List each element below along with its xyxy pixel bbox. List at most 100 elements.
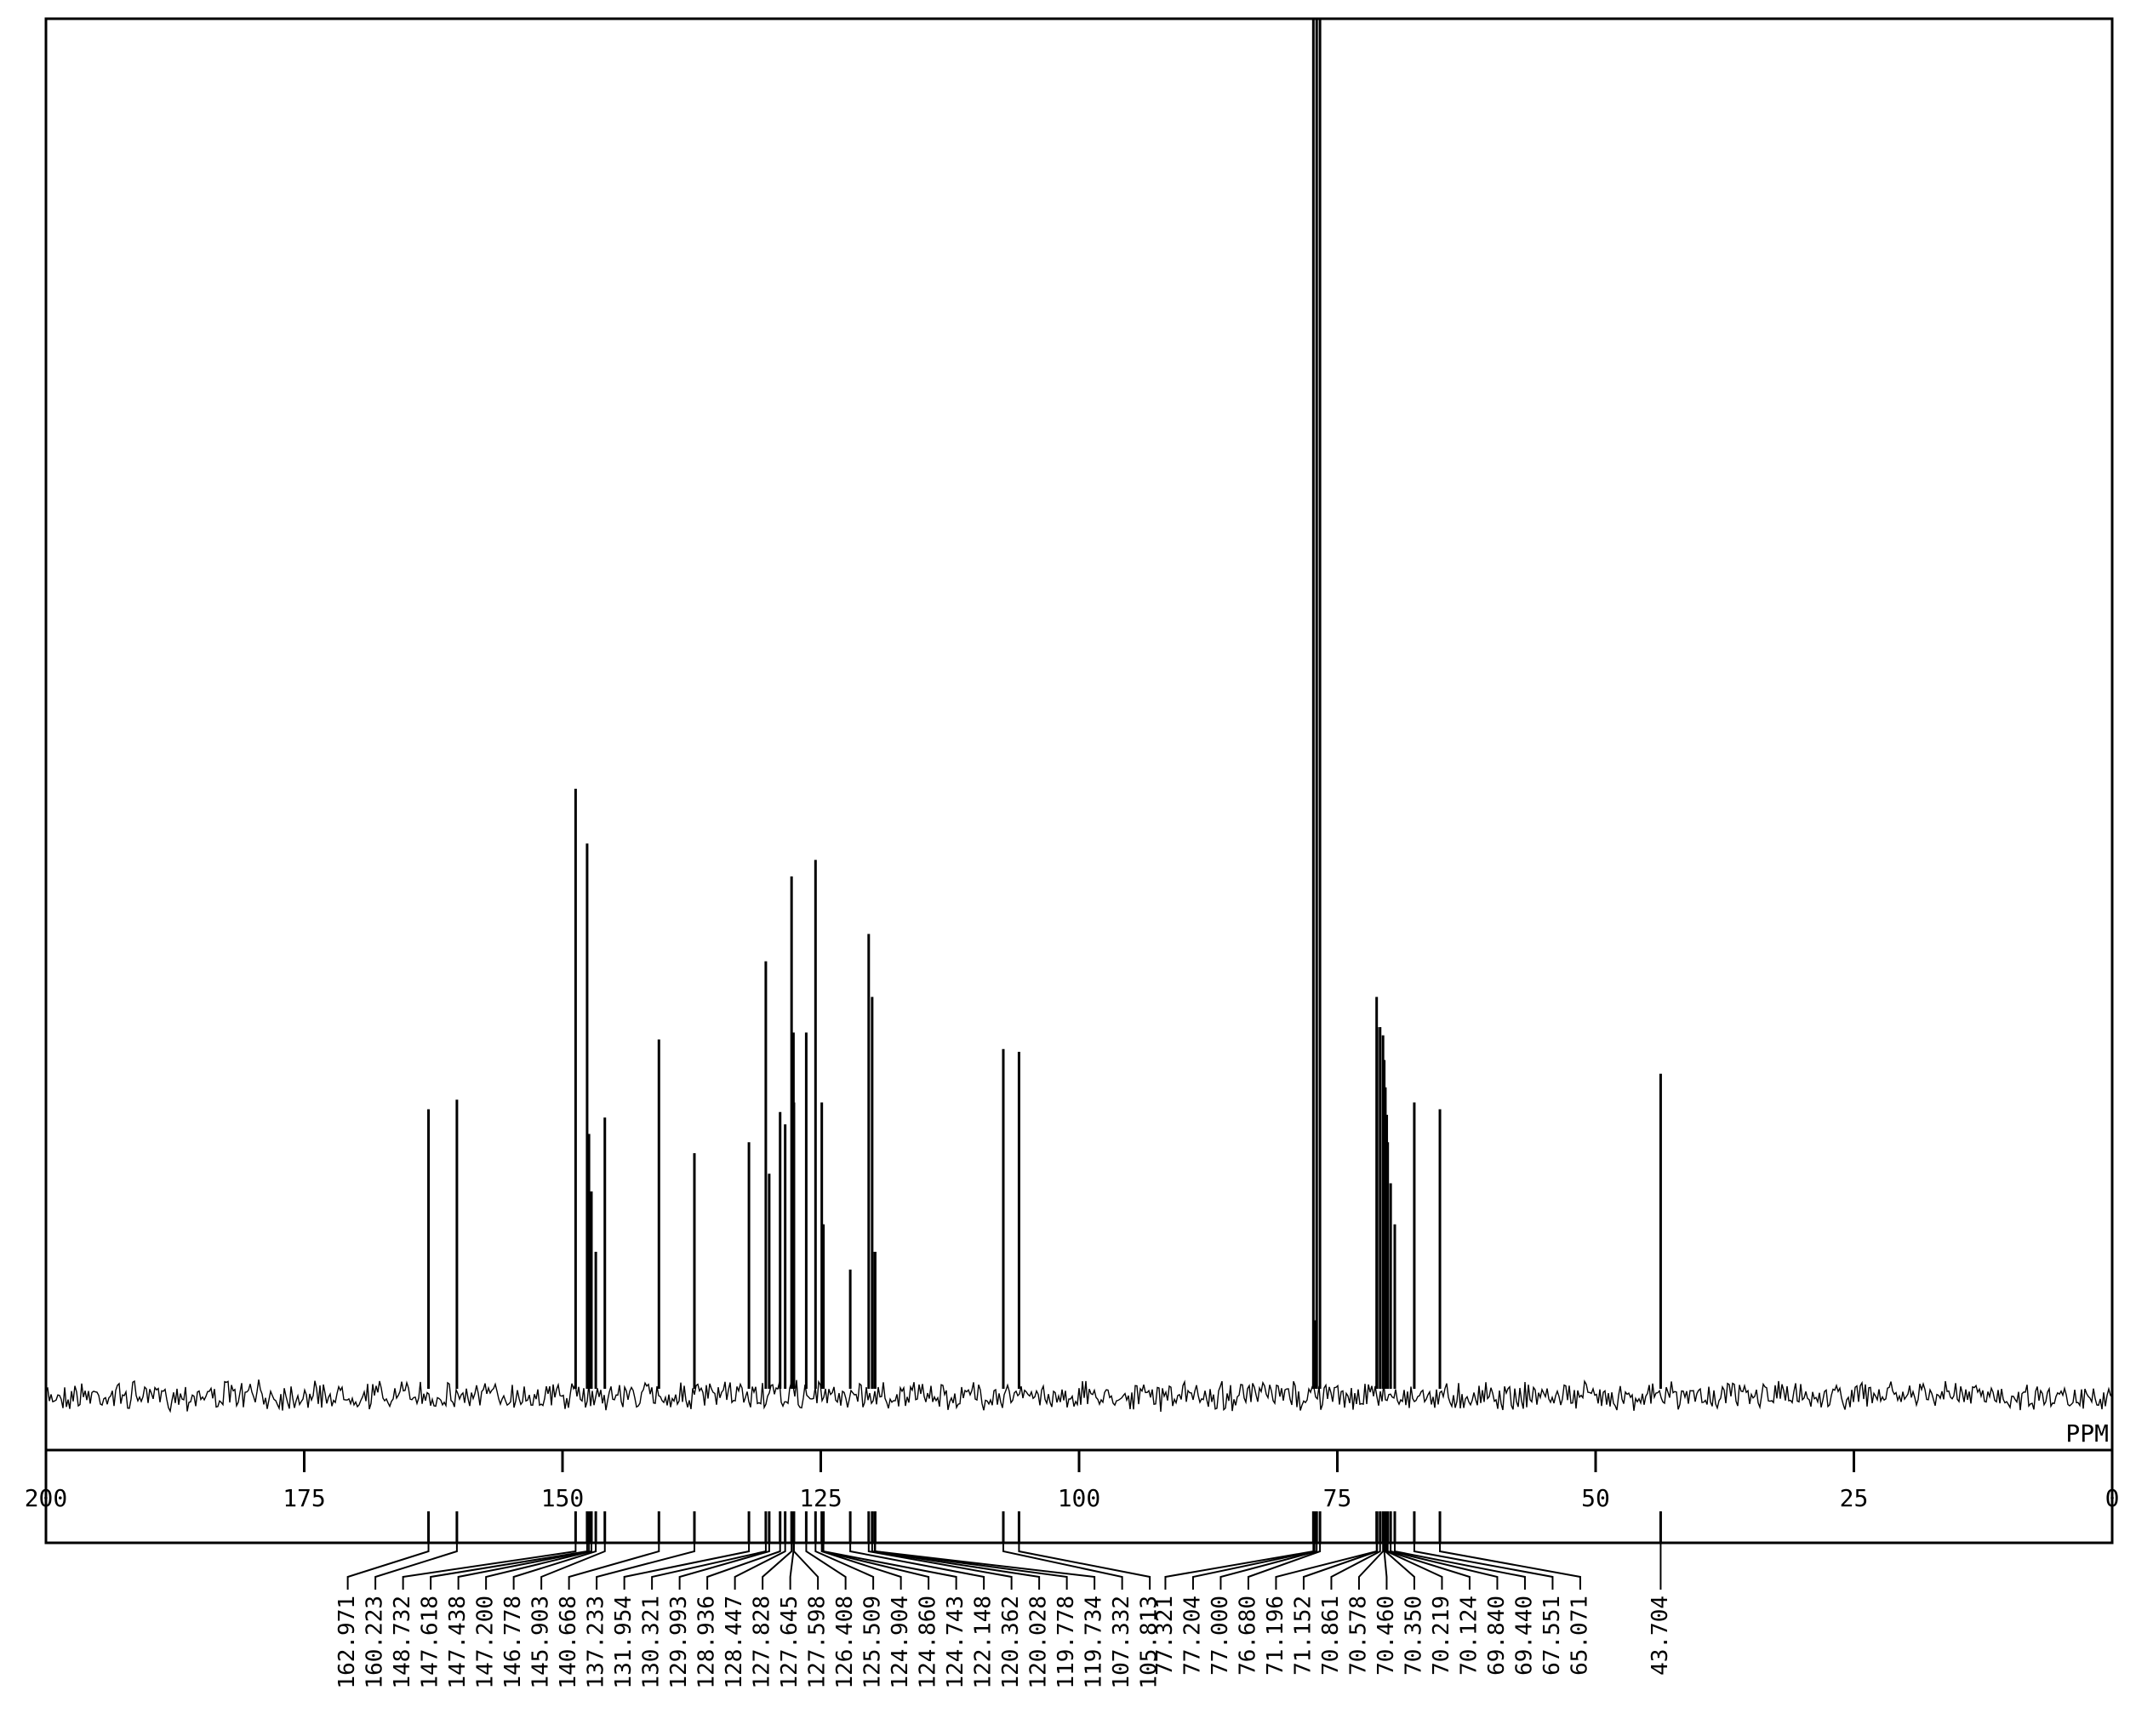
label-connector: [867, 1543, 1013, 1590]
peak-label: 148.732: [390, 1596, 415, 1689]
label-connector: [1413, 1543, 1554, 1590]
x-tick-label: 150: [541, 1484, 585, 1512]
peak-label: 137.233: [584, 1596, 609, 1689]
label-connector: [814, 1543, 875, 1590]
peak-label: 124.743: [943, 1596, 968, 1689]
peak-label: 127.828: [750, 1596, 775, 1689]
peak-label: 145.903: [528, 1596, 554, 1689]
label-connector: [792, 1543, 820, 1590]
peak-label: 70.219: [1429, 1596, 1454, 1676]
label-connector: [1018, 1543, 1151, 1590]
label-connector: [822, 1543, 957, 1590]
x-tick-label: 200: [25, 1484, 68, 1512]
peak-label: 147.618: [418, 1596, 443, 1689]
peak-label: 140.668: [556, 1596, 581, 1689]
peak-label: 70.578: [1345, 1596, 1371, 1676]
label-connector: [346, 1543, 430, 1590]
x-tick-label: 100: [1058, 1484, 1101, 1512]
label-connector: [623, 1543, 751, 1590]
label-connector: [871, 1543, 1041, 1590]
label-connector: [540, 1543, 606, 1590]
label-connector: [651, 1543, 767, 1590]
peak-label: 127.645: [777, 1596, 802, 1689]
peak-label: 77.321: [1152, 1596, 1178, 1676]
x-tick-label: 75: [1323, 1484, 1352, 1512]
label-connector: [706, 1543, 781, 1590]
peak-label: 119.734: [1082, 1596, 1107, 1689]
peak-label: 124.860: [916, 1596, 941, 1689]
label-connector: [820, 1543, 902, 1590]
peak-label: 131.954: [611, 1596, 637, 1689]
label-connector: [402, 1543, 577, 1590]
label-connector: [805, 1543, 847, 1590]
label-connector: [821, 1543, 930, 1590]
label-connector: [374, 1543, 458, 1590]
label-connector: [1439, 1543, 1581, 1590]
peak-label: 128.447: [722, 1596, 747, 1689]
peak-label: 130.321: [639, 1596, 665, 1689]
peak-label: 124.904: [888, 1596, 913, 1689]
peak-label: 125.509: [860, 1596, 886, 1689]
peak-label: 71.152: [1290, 1596, 1316, 1676]
peak-label: 107.332: [1109, 1596, 1134, 1689]
peak-label: 126.408: [832, 1596, 858, 1689]
label-connector: [1385, 1543, 1443, 1590]
peak-label: 67.551: [1539, 1596, 1565, 1676]
label-connector: [1383, 1543, 1388, 1590]
peak-label: 65.071: [1567, 1596, 1592, 1676]
label-connector: [596, 1543, 695, 1590]
peak-label: 70.350: [1401, 1596, 1426, 1676]
x-tick-label: 175: [283, 1484, 326, 1512]
label-connector: [1164, 1543, 1315, 1590]
peak-label: 70.460: [1374, 1596, 1399, 1676]
peak-label: 128.936: [694, 1596, 720, 1689]
label-connector: [512, 1543, 597, 1590]
peak-label: 77.000: [1208, 1596, 1233, 1676]
peak-label: 160.223: [363, 1596, 388, 1689]
label-connector: [1386, 1543, 1471, 1590]
label-connector: [1390, 1543, 1499, 1590]
peak-label: 70.124: [1456, 1596, 1482, 1676]
peak-label: 77.204: [1179, 1596, 1205, 1676]
x-tick-label: 50: [1581, 1484, 1610, 1512]
x-tick-label: 0: [2105, 1484, 2120, 1512]
plot-frame: [44, 17, 2114, 1452]
peak-label: 105.813: [1137, 1596, 1162, 1689]
label-connector: [1357, 1543, 1385, 1590]
label-connector: [762, 1543, 793, 1590]
label-connector: [457, 1543, 591, 1590]
baseline-noise: [45, 1379, 2113, 1413]
label-connector: [678, 1543, 770, 1590]
label-connector: [1384, 1543, 1415, 1590]
peak-label: 69.840: [1484, 1596, 1510, 1676]
label-connector: [430, 1543, 588, 1590]
label-connector: [1002, 1543, 1123, 1590]
label-connector: [1393, 1543, 1526, 1590]
label-connector: [568, 1543, 660, 1590]
label-connector: [485, 1543, 592, 1590]
label-connector: [1247, 1543, 1322, 1590]
x-tick-label: 125: [799, 1484, 842, 1512]
peak-label: 120.362: [998, 1596, 1024, 1689]
peak-label: 120.028: [1026, 1596, 1052, 1689]
label-connector: [734, 1543, 786, 1590]
peak-label: 70.861: [1318, 1596, 1344, 1676]
peak-label: 162.971: [334, 1596, 360, 1689]
peak-label: 71.196: [1263, 1596, 1288, 1676]
x-tick-label: 25: [1840, 1484, 1869, 1512]
peak-label: 122.148: [971, 1596, 997, 1689]
peak-label: 146.778: [500, 1596, 526, 1689]
label-connector: [849, 1543, 985, 1590]
peak-label: 76.680: [1235, 1596, 1260, 1676]
label-connector: [1330, 1543, 1381, 1590]
peak-label: 147.200: [473, 1596, 499, 1689]
label-connector: [1219, 1543, 1318, 1590]
peak-label: 127.598: [805, 1596, 831, 1689]
peak-label: 129.993: [666, 1596, 692, 1689]
label-connector: [874, 1543, 1096, 1590]
peak-label: 43.704: [1648, 1596, 1673, 1676]
peak-label: 147.438: [445, 1596, 471, 1689]
label-connector: [1302, 1543, 1379, 1590]
